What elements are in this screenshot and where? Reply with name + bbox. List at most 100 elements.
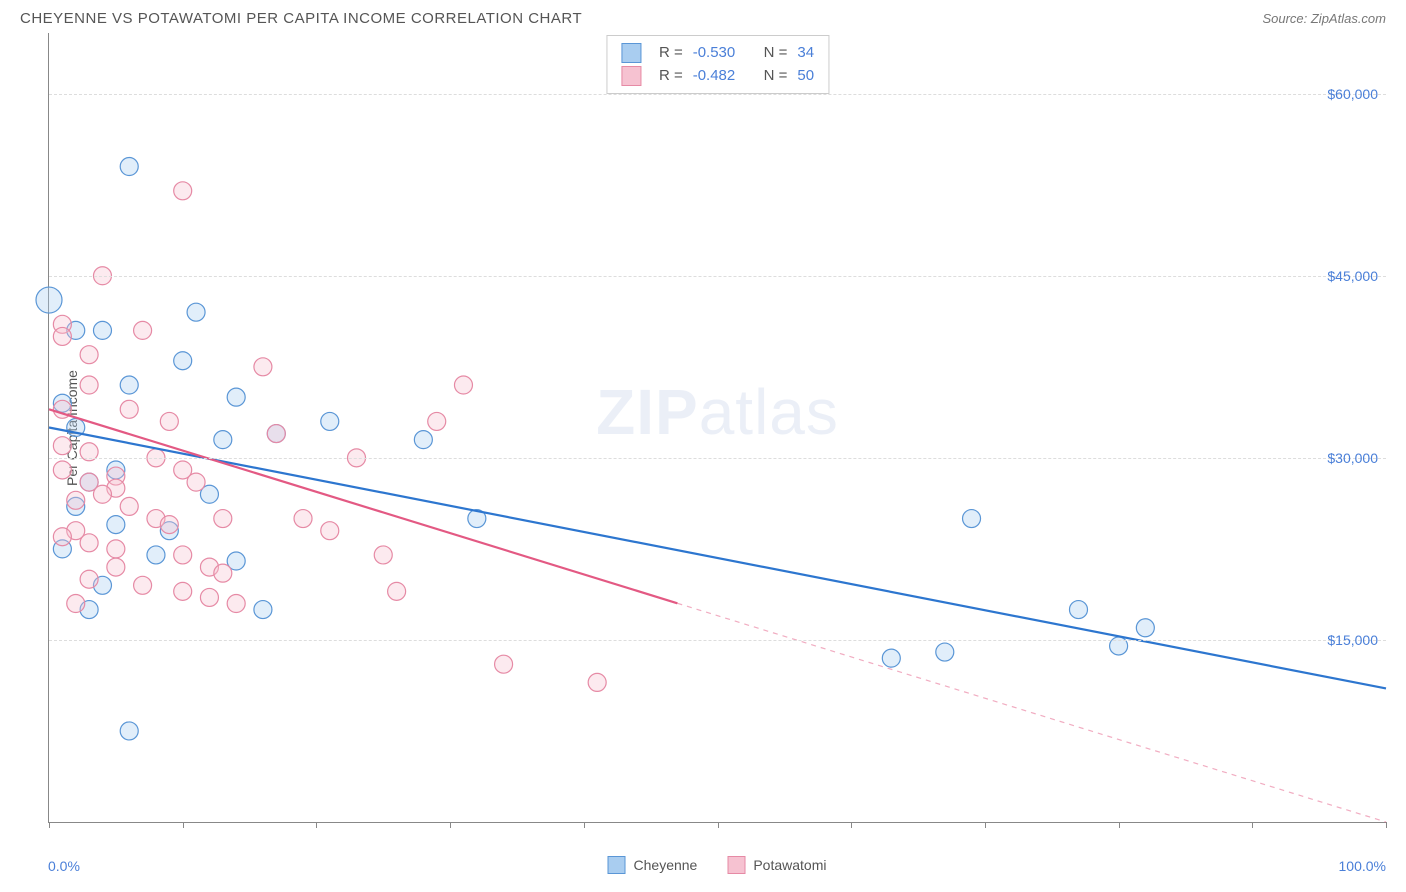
stat-r-value: -0.530 [693, 42, 736, 65]
data-point [214, 564, 232, 582]
data-point [882, 649, 900, 667]
data-point [80, 376, 98, 394]
data-point [174, 352, 192, 370]
data-point [936, 643, 954, 661]
data-point [1136, 619, 1154, 637]
data-point [120, 158, 138, 176]
stat-n-label: N = [764, 42, 788, 65]
x-tick [1119, 822, 1120, 828]
data-point [67, 491, 85, 509]
data-point [321, 522, 339, 540]
data-point [120, 376, 138, 394]
legend-swatch [608, 856, 626, 874]
data-point [374, 546, 392, 564]
data-point [53, 437, 71, 455]
stat-r-label: R = [659, 42, 683, 65]
gridline [49, 640, 1386, 641]
gridline [49, 458, 1386, 459]
legend-swatch [727, 856, 745, 874]
data-point [93, 321, 111, 339]
y-tick-label: $30,000 [1327, 450, 1378, 466]
x-axis-labels: 0.0% Cheyenne Potawatomi 100.0% [48, 854, 1386, 874]
legend-swatch [621, 43, 641, 63]
y-tick-label: $60,000 [1327, 86, 1378, 102]
x-tick [584, 822, 585, 828]
data-point [120, 497, 138, 515]
data-point [227, 595, 245, 613]
data-point [67, 595, 85, 613]
plot-svg [49, 33, 1386, 822]
stat-n-value: 50 [797, 65, 814, 88]
data-point [214, 510, 232, 528]
stats-row: R = -0.482 N = 50 [621, 65, 814, 88]
data-point [187, 303, 205, 321]
legend-label: Potawatomi [753, 857, 826, 873]
data-point [107, 516, 125, 534]
data-point [80, 570, 98, 588]
stat-r-value: -0.482 [693, 65, 736, 88]
x-tick [1386, 822, 1387, 828]
data-point [107, 540, 125, 558]
x-tick [1252, 822, 1253, 828]
x-tick [718, 822, 719, 828]
y-tick-label: $15,000 [1327, 632, 1378, 648]
data-point [321, 412, 339, 430]
stats-row: R = -0.530 N = 34 [621, 42, 814, 65]
x-label-max: 100.0% [1339, 858, 1386, 874]
data-point [80, 346, 98, 364]
data-point [187, 473, 205, 491]
stats-box: R = -0.530 N = 34R = -0.482 N = 50 [606, 35, 829, 94]
data-point [388, 582, 406, 600]
x-tick [183, 822, 184, 828]
data-point [454, 376, 472, 394]
data-point [1069, 601, 1087, 619]
data-point [53, 327, 71, 345]
gridline [49, 94, 1386, 95]
y-tick-label: $45,000 [1327, 268, 1378, 284]
data-point [80, 534, 98, 552]
plot-area: ZIPatlas R = -0.530 N = 34R = -0.482 N =… [48, 33, 1386, 823]
source-label: Source: ZipAtlas.com [1262, 11, 1386, 26]
legend-label: Cheyenne [634, 857, 698, 873]
data-point [107, 558, 125, 576]
x-tick [450, 822, 451, 828]
data-point [120, 400, 138, 418]
data-point [495, 655, 513, 673]
gridline [49, 276, 1386, 277]
stat-r-label: R = [659, 65, 683, 88]
data-point [174, 582, 192, 600]
trend-line-dashed [677, 603, 1386, 822]
data-point [134, 576, 152, 594]
data-point [254, 601, 272, 619]
data-point [200, 588, 218, 606]
stat-n-value: 34 [797, 42, 814, 65]
data-point [428, 412, 446, 430]
chart-area: Per Capita Income ZIPatlas R = -0.530 N … [48, 33, 1386, 823]
data-point [134, 321, 152, 339]
legend-bottom: Cheyenne Potawatomi [608, 856, 827, 874]
data-point [160, 516, 178, 534]
header: CHEYENNE VS POTAWATOMI PER CAPITA INCOME… [0, 0, 1406, 33]
data-point [267, 425, 285, 443]
chart-title: CHEYENNE VS POTAWATOMI PER CAPITA INCOME… [20, 10, 582, 27]
data-point [294, 510, 312, 528]
x-tick [985, 822, 986, 828]
x-label-min: 0.0% [48, 858, 80, 874]
stat-n-label: N = [764, 65, 788, 88]
data-point [414, 431, 432, 449]
data-point [588, 673, 606, 691]
data-point [36, 287, 62, 313]
data-point [174, 182, 192, 200]
x-tick [851, 822, 852, 828]
x-tick [49, 822, 50, 828]
data-point [93, 485, 111, 503]
data-point [214, 431, 232, 449]
data-point [147, 546, 165, 564]
data-point [227, 388, 245, 406]
legend-item: Cheyenne [608, 856, 698, 874]
trend-line [49, 428, 1386, 689]
legend-swatch [621, 66, 641, 86]
data-point [254, 358, 272, 376]
data-point [160, 412, 178, 430]
data-point [53, 528, 71, 546]
